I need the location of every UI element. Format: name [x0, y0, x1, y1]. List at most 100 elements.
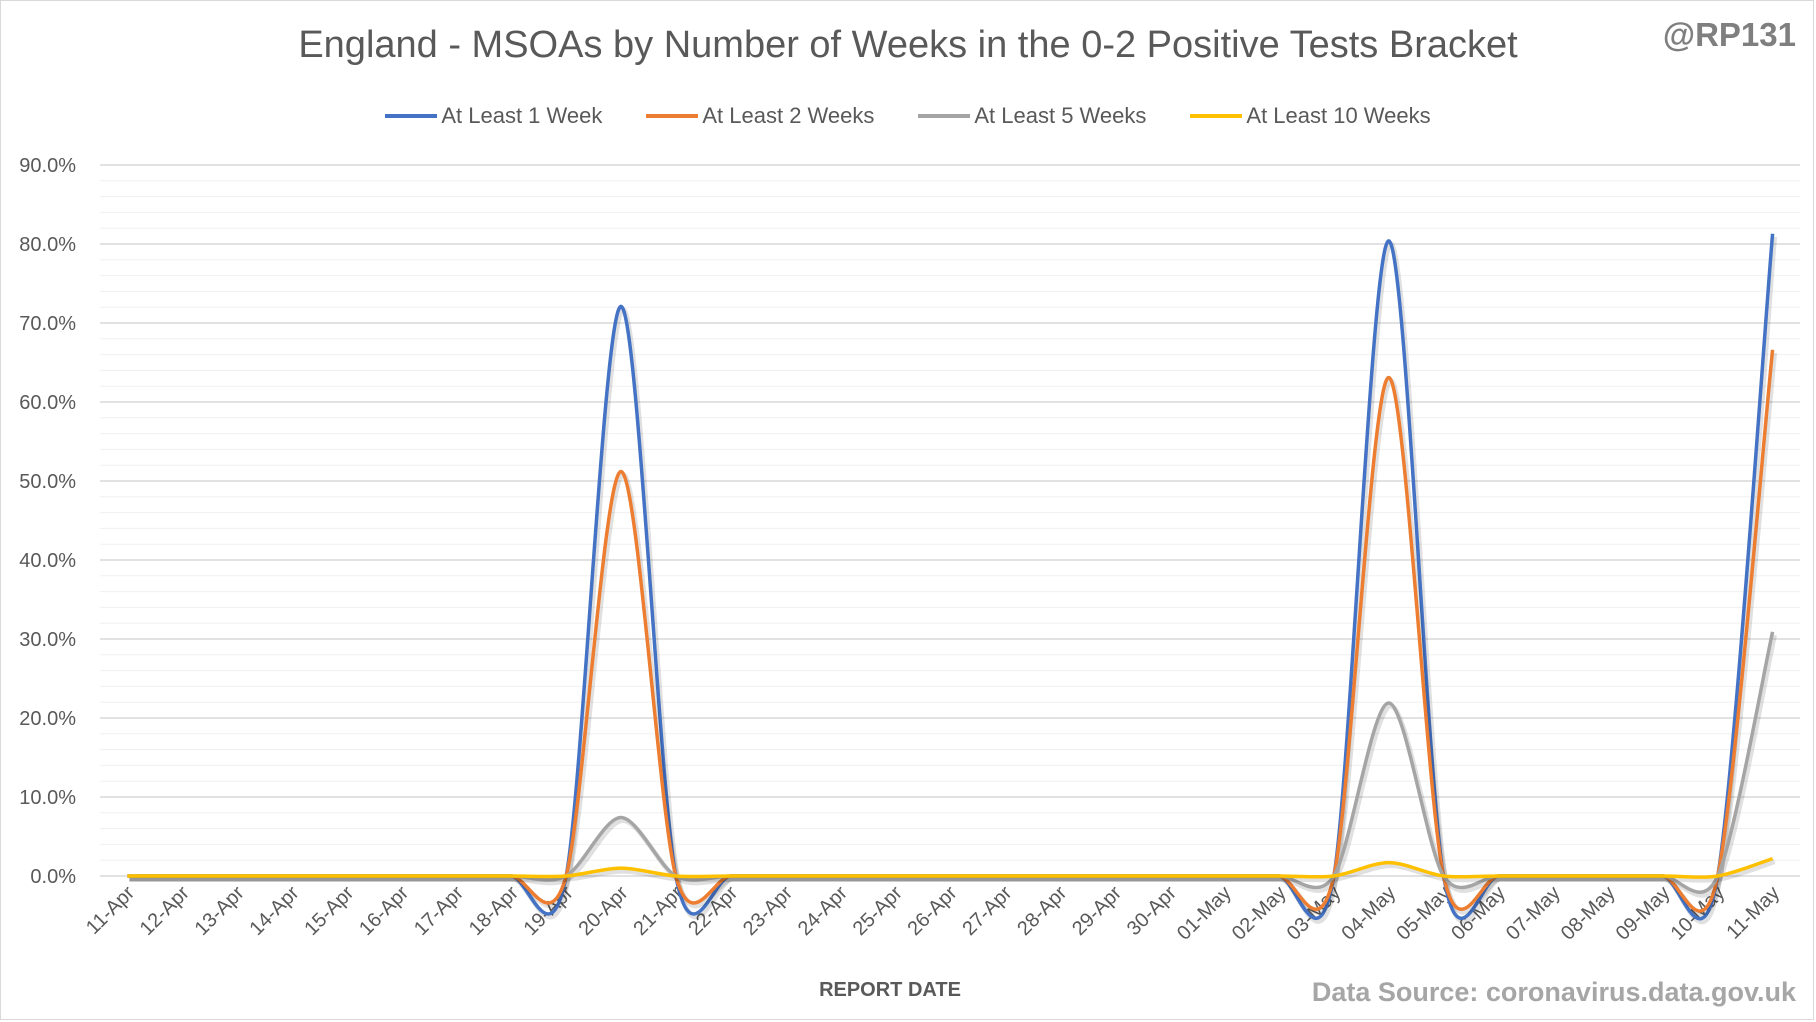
x-tick-label: 09-May — [1612, 882, 1675, 945]
data-point-series-3 — [1057, 873, 1063, 879]
data-point-series-3 — [673, 873, 679, 879]
data-point-series-1 — [1386, 375, 1392, 381]
y-tick-label: 40.0% — [19, 550, 76, 572]
data-point-series-3 — [1221, 873, 1227, 879]
data-point-series-3 — [728, 873, 734, 879]
data-point-series-3 — [508, 873, 514, 879]
x-tick-label: 01-May — [1173, 882, 1236, 945]
legend-swatch-series-1 — [646, 114, 699, 118]
x-tick-label: 16-Apr — [355, 882, 413, 940]
y-tick-label: 70.0% — [19, 313, 76, 335]
data-point-series-3 — [1660, 873, 1666, 879]
data-point-series-3 — [1002, 873, 1008, 879]
series-line-shadow-2 — [129, 634, 1778, 898]
x-tick-label: 23-Apr — [739, 882, 797, 940]
x-tick-label: 26-Apr — [904, 882, 962, 940]
data-point-series-3 — [1166, 873, 1172, 879]
legend-label-series-1: At Least 2 Weeks — [702, 103, 875, 128]
x-tick-label: 27-Apr — [958, 882, 1016, 940]
data-point-series-3 — [234, 873, 240, 879]
legend-item-series-1[interactable]: At Least 2 Weeks — [646, 103, 874, 129]
x-tick-label: 30-Apr — [1123, 882, 1181, 940]
x-tick-label: 11-Apr — [82, 882, 139, 939]
data-point-series-0 — [1386, 238, 1392, 244]
x-tick-label: 15-Apr — [300, 882, 358, 940]
data-point-series-3 — [1441, 873, 1447, 879]
data-point-series-2 — [1770, 629, 1776, 635]
y-tick-label: 10.0% — [19, 787, 76, 809]
series-line-3 — [127, 856, 1774, 879]
data-point-series-3 — [892, 873, 898, 879]
data-point-series-3 — [1715, 873, 1721, 879]
data-point-series-1 — [618, 469, 624, 475]
data-point-series-3 — [1495, 873, 1501, 879]
y-tick-label: 20.0% — [19, 708, 76, 730]
y-tick-label: 60.0% — [19, 392, 76, 414]
legend-item-series-0[interactable]: At Least 1 Week — [385, 103, 602, 129]
x-tick-label: 14-Apr — [245, 882, 303, 940]
x-tick-label: 04-May — [1338, 882, 1401, 945]
legend-label-series-0: At Least 1 Week — [441, 103, 603, 128]
y-tick-label: 80.0% — [19, 234, 76, 256]
data-point-series-0 — [1770, 231, 1776, 237]
series-line-shadow-1 — [129, 352, 1778, 917]
y-tick-label: 30.0% — [19, 629, 76, 651]
data-point-series-2 — [1386, 700, 1392, 706]
data-source-note: Data Source: coronavirus.data.gov.uk — [1311, 977, 1796, 1007]
x-axis-ticks: 11-Apr12-Apr13-Apr14-Apr15-Apr16-Apr17-A… — [82, 882, 1784, 945]
gridlines — [100, 164, 1800, 877]
x-tick-label: 17-Apr — [410, 882, 468, 940]
legend-label-series-3: At Least 10 Weeks — [1246, 103, 1431, 128]
data-point-series-3 — [563, 873, 569, 879]
legend-swatch-series-3 — [1190, 114, 1243, 118]
x-tick-label: 25-Apr — [849, 882, 907, 940]
series-line-shadow-3 — [129, 859, 1776, 883]
x-tick-label: 02-May — [1228, 882, 1291, 945]
series-line-shadow-0 — [129, 236, 1778, 925]
y-axis-ticks: 0.0% 10.0% 20.0% 30.0% 40.0% 50.0% 60.0% 70.0% 8… — [19, 155, 76, 888]
data-point-series-3 — [947, 873, 953, 879]
data-point-series-2 — [618, 815, 624, 821]
data-point-series-3 — [1112, 873, 1118, 879]
legend-item-series-3[interactable]: At Least 10 Weeks — [1190, 103, 1431, 129]
x-tick-label: 28-Apr — [1013, 882, 1071, 940]
legend-label-series-2: At Least 5 Weeks — [974, 103, 1147, 128]
data-point-series-3 — [124, 873, 130, 879]
data-point-series-3 — [453, 873, 459, 879]
y-tick-label: 90.0% — [19, 155, 76, 177]
x-tick-label: 11-May — [1722, 882, 1784, 944]
data-point-series-3 — [618, 865, 624, 871]
data-point-series-3 — [399, 873, 405, 879]
x-tick-label: 18-Apr — [465, 882, 523, 940]
data-point-series-3 — [1276, 873, 1282, 879]
y-tick-label: 50.0% — [19, 471, 76, 493]
data-point-series-3 — [837, 873, 843, 879]
series-lines — [124, 231, 1778, 925]
data-point-series-3 — [782, 873, 788, 879]
data-point-series-3 — [1605, 873, 1611, 879]
y-tick-label: 0.0% — [30, 866, 76, 888]
x-tick-label: 29-Apr — [1068, 882, 1126, 940]
x-axis-label: REPORT DATE — [819, 979, 961, 1001]
legend: At Least 1 Week At Least 2 Weeks At Leas… — [0, 103, 1816, 129]
legend-item-series-2[interactable]: At Least 5 Weeks — [918, 103, 1146, 129]
data-point-series-1 — [1770, 347, 1776, 353]
data-point-series-3 — [344, 873, 350, 879]
data-point-series-3 — [289, 873, 295, 879]
x-tick-label: 07-May — [1502, 882, 1565, 945]
x-tick-label: 12-Apr — [136, 882, 194, 940]
legend-swatch-series-2 — [918, 114, 971, 118]
x-tick-label: 13-Apr — [191, 882, 249, 940]
x-tick-label: 08-May — [1557, 882, 1620, 945]
author-handle: @RP131 — [1662, 16, 1796, 53]
x-tick-label: 20-Apr — [574, 882, 632, 940]
chart-title: England - MSOAs by Number of Weeks in th… — [298, 24, 1518, 66]
data-point-series-3 — [1550, 873, 1556, 879]
x-tick-label: 24-Apr — [794, 882, 852, 940]
data-point-series-3 — [1331, 873, 1337, 879]
data-point-series-3 — [179, 873, 185, 879]
legend-swatch-series-0 — [385, 114, 438, 118]
data-point-series-3 — [1386, 860, 1392, 866]
